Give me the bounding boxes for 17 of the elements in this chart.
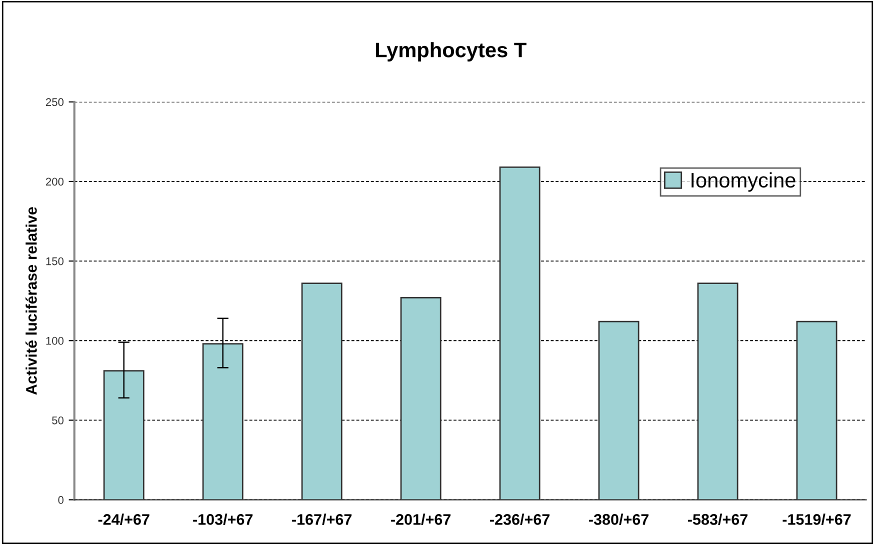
x-tick-label: -236/+67 <box>490 514 550 526</box>
x-tick-label: -1519/+67 <box>782 514 851 526</box>
x-tick-label: -583/+67 <box>688 514 748 526</box>
y-tick-label: 150 <box>46 257 64 266</box>
y-axis-title: Activité luciférase relative <box>25 207 37 395</box>
x-tick-label: -167/+67 <box>292 514 352 526</box>
legend-label: Ionomycine <box>692 172 796 192</box>
y-tick-label: 0 <box>58 496 64 504</box>
x-tick-label: -201/+67 <box>391 514 451 526</box>
y-tick-label: 100 <box>46 336 64 345</box>
x-tick-label: -103/+67 <box>193 514 253 526</box>
y-tick-label: 200 <box>46 178 64 186</box>
chart-title: Lymphocytes T <box>376 42 526 62</box>
y-tick-label: 50 <box>52 416 64 424</box>
y-tick-label: 250 <box>46 98 64 106</box>
x-tick-label: -24/+67 <box>98 514 150 526</box>
x-tick-label: -380/+67 <box>589 514 648 526</box>
